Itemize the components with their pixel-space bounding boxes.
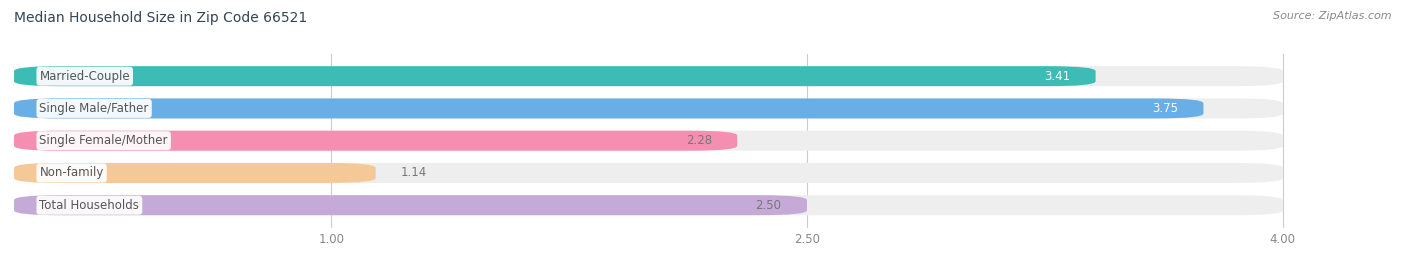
Text: Source: ZipAtlas.com: Source: ZipAtlas.com	[1274, 11, 1392, 21]
Text: Single Male/Father: Single Male/Father	[39, 102, 149, 115]
FancyBboxPatch shape	[14, 195, 1282, 215]
Text: 2.50: 2.50	[755, 199, 782, 212]
Text: 1.14: 1.14	[401, 166, 427, 180]
FancyBboxPatch shape	[14, 66, 1095, 86]
FancyBboxPatch shape	[14, 163, 1282, 183]
FancyBboxPatch shape	[14, 195, 807, 215]
Text: Married-Couple: Married-Couple	[39, 70, 131, 83]
FancyBboxPatch shape	[14, 163, 375, 183]
Text: 2.28: 2.28	[686, 134, 711, 147]
FancyBboxPatch shape	[14, 131, 1282, 151]
FancyBboxPatch shape	[14, 66, 1282, 86]
Text: 3.41: 3.41	[1045, 70, 1070, 83]
Text: Single Female/Mother: Single Female/Mother	[39, 134, 167, 147]
Text: 3.75: 3.75	[1152, 102, 1178, 115]
FancyBboxPatch shape	[14, 131, 737, 151]
FancyBboxPatch shape	[14, 98, 1282, 118]
Text: Median Household Size in Zip Code 66521: Median Household Size in Zip Code 66521	[14, 11, 308, 25]
FancyBboxPatch shape	[14, 98, 1204, 118]
Text: Non-family: Non-family	[39, 166, 104, 180]
Text: Total Households: Total Households	[39, 199, 139, 212]
